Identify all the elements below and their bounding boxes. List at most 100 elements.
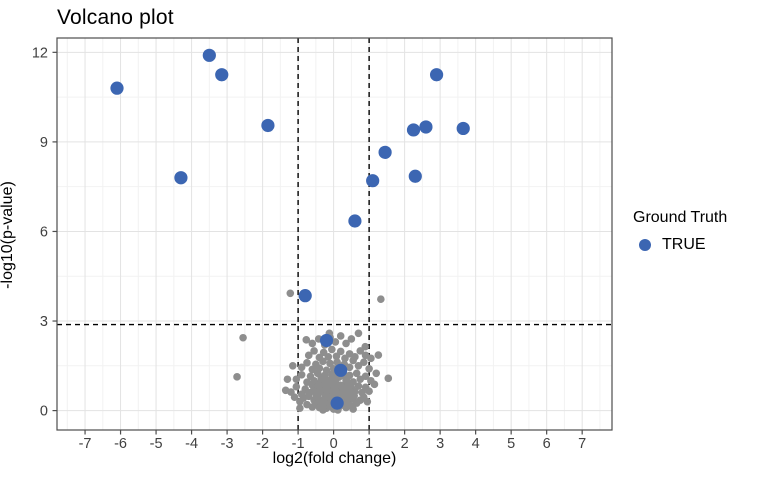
data-point-background [303,378,311,387]
data-point-background [374,351,383,359]
data-point-true [429,68,444,82]
data-point-background [359,358,368,367]
x-axis-tick-label: -1 [292,436,305,452]
data-point-background [310,347,318,355]
x-axis-tick-label: -4 [185,436,198,452]
data-point-true [110,81,124,95]
data-point-background [326,359,334,368]
data-point-background [336,347,345,356]
data-point-background [336,332,345,340]
data-point-background [336,381,344,390]
data-point-background [302,336,311,344]
data-point-background [322,366,331,375]
data-point-background [361,342,370,351]
data-point-background [286,289,295,298]
data-point-background [365,364,373,373]
x-axis-tick-label: 1 [365,436,373,452]
data-point-background [308,339,317,348]
data-point-background [288,362,297,370]
data-point-background [367,354,375,363]
x-axis-tick-label: 3 [436,436,444,452]
x-axis-tick-label: -7 [79,436,92,452]
data-point-background [315,353,324,362]
data-point-background [322,378,331,387]
x-axis-tick-label: -5 [150,436,163,452]
data-point-background [342,339,350,348]
legend-point-icon [639,239,651,251]
data-point-background [345,363,354,372]
data-point-background [372,369,381,378]
y-axis-tick-label: 3 [40,314,48,330]
data-point-background [351,353,359,361]
legend-entry-label: TRUE [662,236,706,253]
data-point-background [324,353,333,361]
y-axis-tick-label: 9 [40,135,48,151]
data-point-background [233,373,241,381]
chart-title: Volcano plot [57,6,174,29]
data-point-background [283,375,292,384]
data-point-background [331,338,340,346]
data-point-background [350,391,359,400]
data-point-true [408,169,422,183]
data-point-true [298,289,312,303]
data-point-background [292,375,301,384]
x-axis-tick-label: 6 [543,436,551,452]
data-point-background [309,387,317,395]
data-point-background [358,388,366,397]
data-point-background [317,373,325,382]
data-point-background [292,382,301,391]
data-point-background [303,359,311,367]
data-point-background [315,364,324,372]
data-point-background [323,392,332,401]
data-point-true [215,68,229,82]
legend-entry-true: TRUE [633,236,727,254]
data-point-background [354,362,363,370]
data-point-background [239,333,247,342]
data-point-background [352,369,361,378]
data-point-background [296,404,304,413]
x-axis-tick-label: 0 [330,436,338,452]
data-point-true [366,174,380,188]
data-point-true [334,363,348,377]
data-point-background [314,381,323,390]
y-axis-tick-label: 0 [40,404,48,420]
data-point-background [344,378,352,387]
data-point-background [347,335,356,343]
x-axis-title: log2(fold change) [272,450,397,467]
legend-title: Ground Truth [633,209,728,226]
data-point-true [419,120,433,134]
data-point-background [297,363,306,372]
x-axis-tick-label: 5 [507,436,515,452]
data-point-background [319,406,327,414]
data-point-background [344,394,353,402]
y-axis-tick-label: 6 [40,224,48,240]
data-point-background [370,380,379,389]
x-axis-tick-label: 7 [578,436,586,452]
data-point-background [361,372,370,381]
data-point-background [297,370,306,379]
data-point-true [174,171,188,185]
data-point-true [261,118,275,133]
y-axis-tick-label: 12 [32,45,48,61]
data-point-true [330,396,344,410]
y-axis-title: -log10(p-value) [0,181,16,289]
data-point-background [322,385,330,394]
data-point-true [378,145,392,159]
legend: Ground Truth TRUE [633,209,727,254]
data-point-true [406,123,421,137]
data-point-true [348,214,362,228]
x-axis-tick-label: 4 [472,436,480,452]
data-point-background [384,374,393,383]
x-axis-tick-label: -3 [221,436,234,452]
data-point-background [304,351,313,360]
data-point-background [354,382,363,390]
data-point-background [328,345,336,354]
data-point-background [356,347,365,355]
data-point-background [377,295,385,304]
x-axis-tick-label: 2 [401,436,409,452]
data-point-true [319,333,334,348]
x-axis-tick-label: -6 [114,436,127,452]
data-point-background [354,329,363,338]
